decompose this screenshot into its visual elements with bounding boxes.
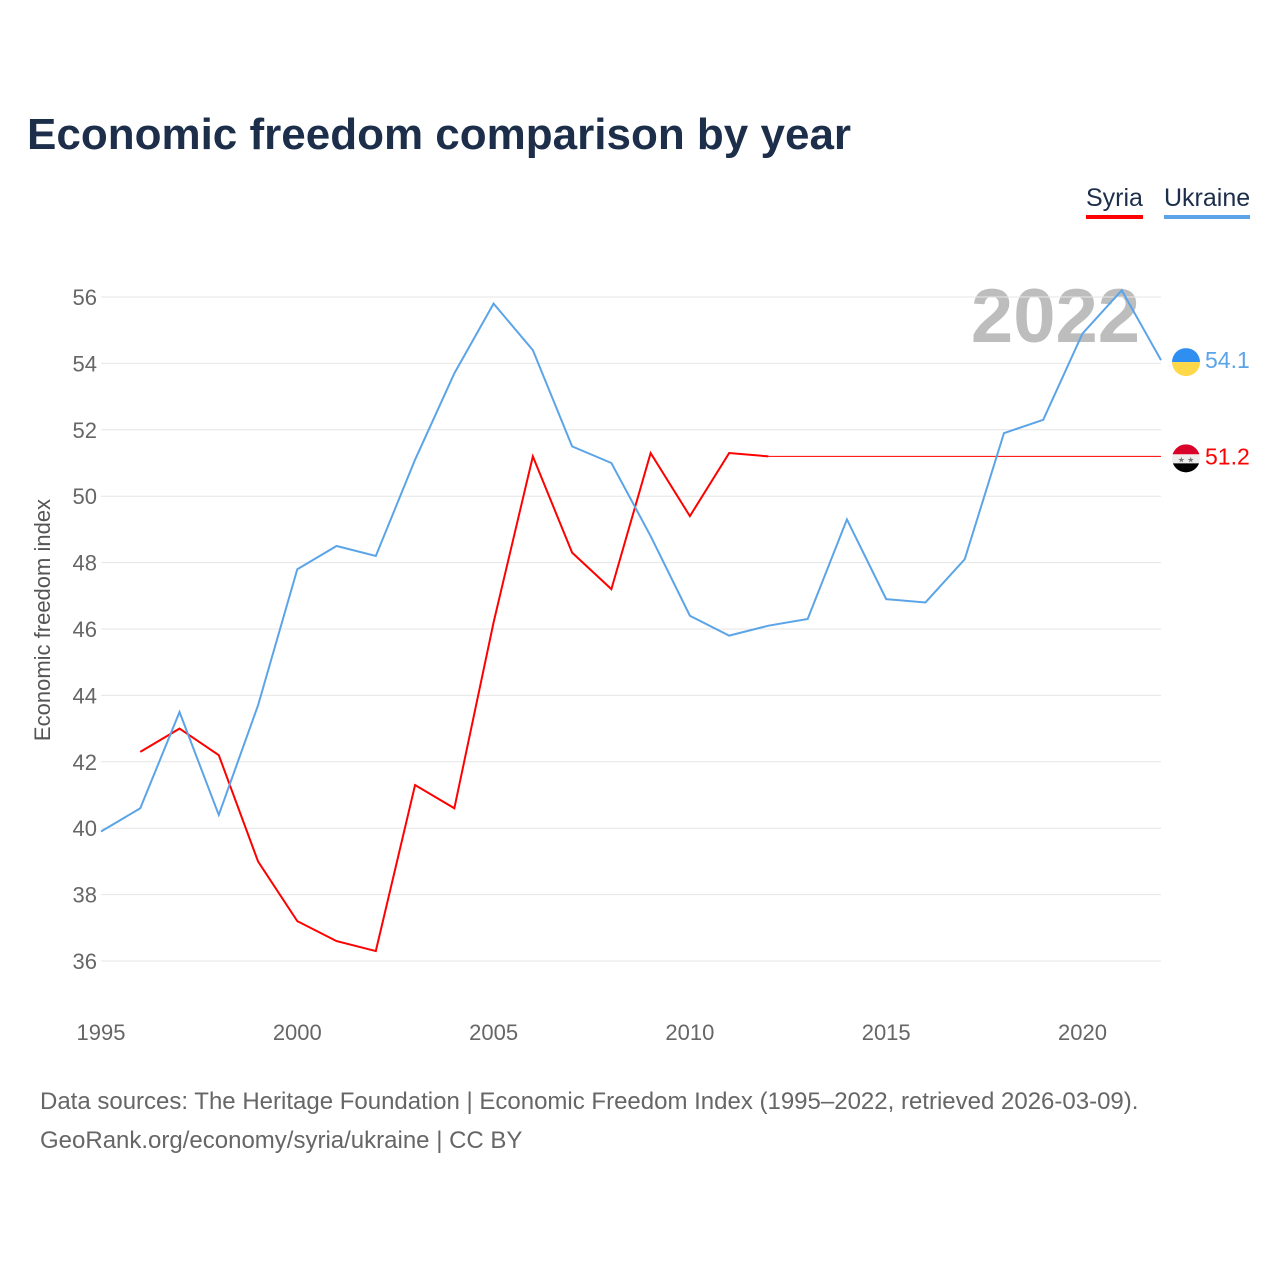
x-tick-label: 2020 [1058, 1020, 1107, 1045]
flag-stripe [1172, 463, 1200, 473]
series-line-ukraine [100, 288, 1162, 833]
flag-stripe [1172, 362, 1200, 377]
chart-title: Economic freedom comparison by year [27, 110, 852, 159]
y-tick-label: 56 [73, 285, 97, 310]
legend-syria[interactable]: Syria [1086, 184, 1143, 219]
y-tick-label: 46 [73, 617, 97, 642]
y-tick-label: 36 [73, 949, 97, 974]
y-tick-label: 54 [73, 351, 97, 376]
end-label-syria: 51.2 [1205, 443, 1250, 469]
y-tick-label: 50 [73, 484, 97, 509]
y-axis-label: Economic freedom index [30, 499, 55, 741]
y-tick-label: 52 [73, 418, 97, 443]
footer-sources: Data sources: The Heritage Foundation | … [40, 1088, 1139, 1115]
legend-ukraine[interactable]: Ukraine [1164, 184, 1251, 219]
ukraine-flag-icon [1172, 348, 1200, 377]
x-tick-label: 2015 [862, 1020, 911, 1045]
flag-stars: ★ ★ [1178, 455, 1195, 464]
syria-flag-icon: ★ ★ [1172, 444, 1200, 473]
x-tick-label: 1995 [77, 1020, 126, 1045]
year-watermark: 2022 [971, 274, 1140, 359]
y-tick-label: 38 [73, 883, 97, 908]
end-label-ukraine: 54.1 [1205, 347, 1250, 373]
x-tick-label: 2005 [469, 1020, 518, 1045]
footer-link[interactable]: GeoRank.org/economy/syria/ukraine | CC B… [40, 1127, 523, 1154]
flag-stripe [1172, 444, 1200, 455]
y-tick-label: 42 [73, 750, 97, 775]
series-line-syria [139, 450, 769, 953]
flag-stripe [1172, 454, 1200, 464]
y-tick-label: 40 [73, 816, 97, 841]
x-tick-label: 2010 [665, 1020, 714, 1045]
y-tick-label: 44 [73, 683, 97, 708]
y-tick-label: 48 [73, 551, 97, 576]
x-tick-label: 2000 [273, 1020, 322, 1045]
flag-stripe [1172, 348, 1200, 363]
line-chart: 2022 36 38 40 42 44 46 48 50 52 54 56 1995 2000 2005 2… [30, 274, 1250, 1045]
